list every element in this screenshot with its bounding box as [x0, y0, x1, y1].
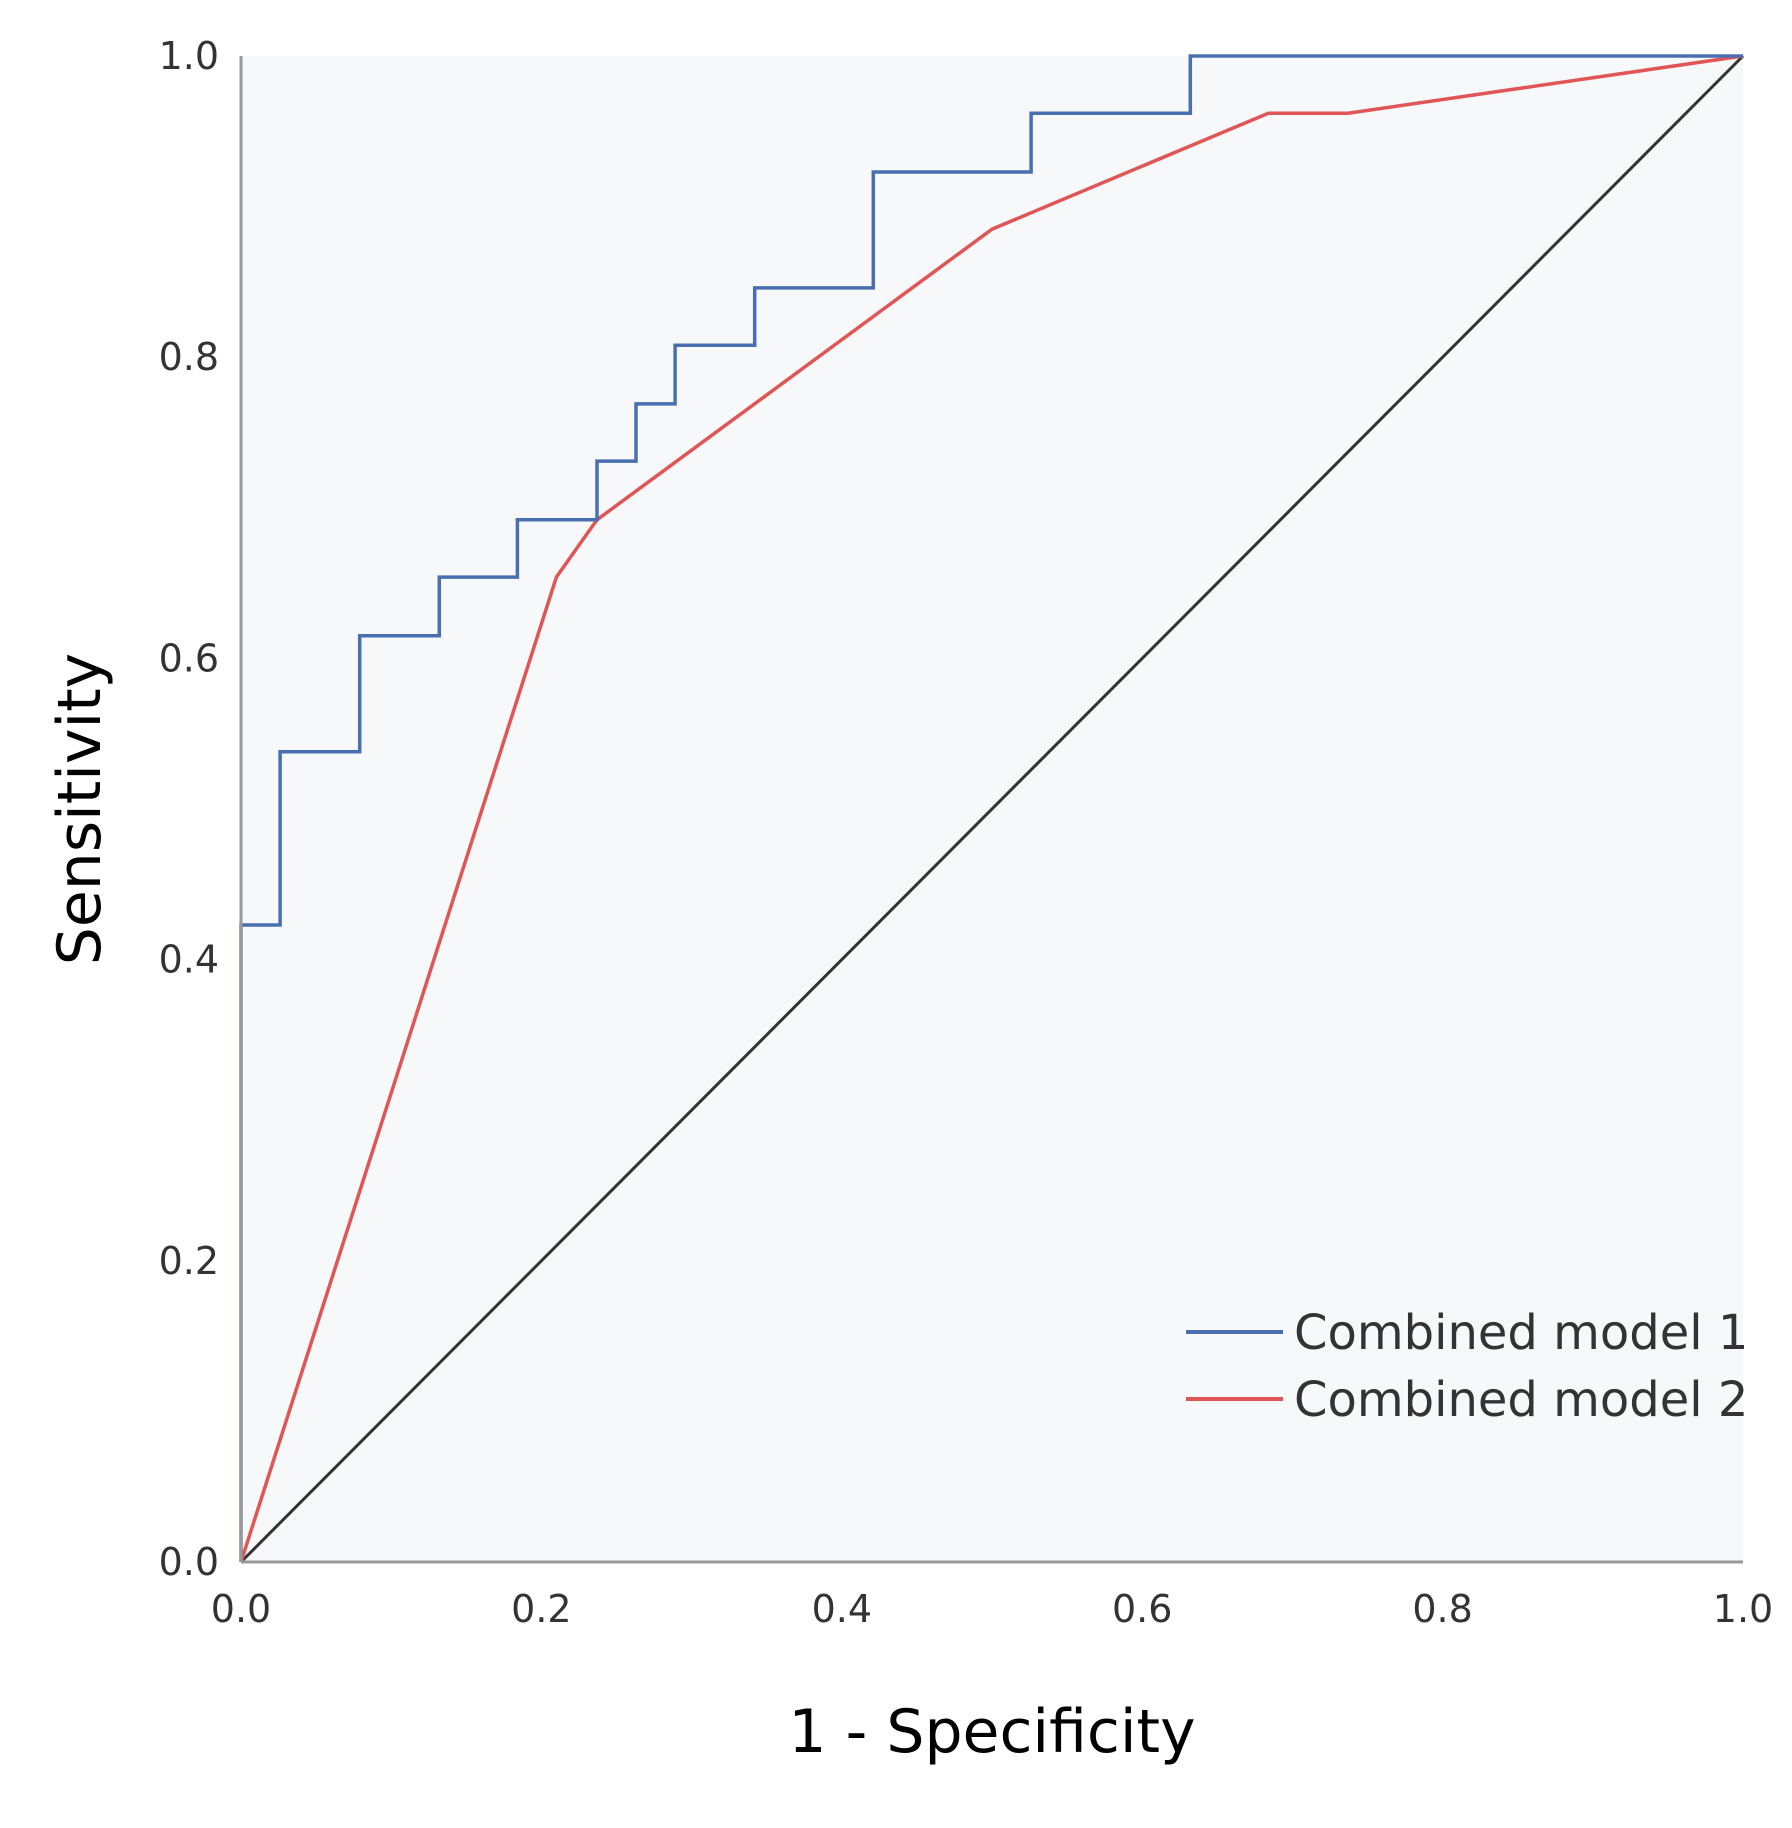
x-tick-label: 1.0 [1713, 1587, 1773, 1631]
x-axis-ticks: 0.0 0.2 0.4 0.6 0.8 1.0 [211, 1587, 1773, 1631]
legend: Combined model 1 Combined model 2 [1186, 1305, 1748, 1428]
legend-label-combined-model-1: Combined model 1 [1294, 1305, 1748, 1361]
series-line-reference-line [239, 54, 1745, 1564]
y-tick-label: 0.8 [159, 335, 219, 379]
x-tick-label: 0.6 [1112, 1587, 1172, 1631]
y-axis-title: Sensitivity [45, 653, 115, 965]
y-tick-label: 1.0 [159, 34, 219, 78]
series-line-combined-model-1 [239, 54, 1743, 1562]
x-tick-label: 0.0 [211, 1587, 271, 1631]
x-tick-label: 0.4 [812, 1587, 872, 1631]
y-axis-ticks: 0.0 0.2 0.4 0.6 0.8 1.0 [159, 34, 219, 1584]
x-axis-title: 1 - Specificity [788, 1697, 1195, 1767]
legend-label-combined-model-2: Combined model 2 [1294, 1372, 1748, 1428]
series-layer [239, 54, 1745, 1564]
y-tick-label: 0.2 [159, 1239, 219, 1283]
x-tick-label: 0.2 [511, 1587, 571, 1631]
y-tick-label: 0.0 [159, 1540, 219, 1584]
y-tick-label: 0.6 [159, 636, 219, 680]
x-tick-label: 0.8 [1412, 1587, 1472, 1631]
series-line-combined-model-2 [239, 54, 1744, 1563]
y-tick-label: 0.4 [159, 938, 219, 982]
